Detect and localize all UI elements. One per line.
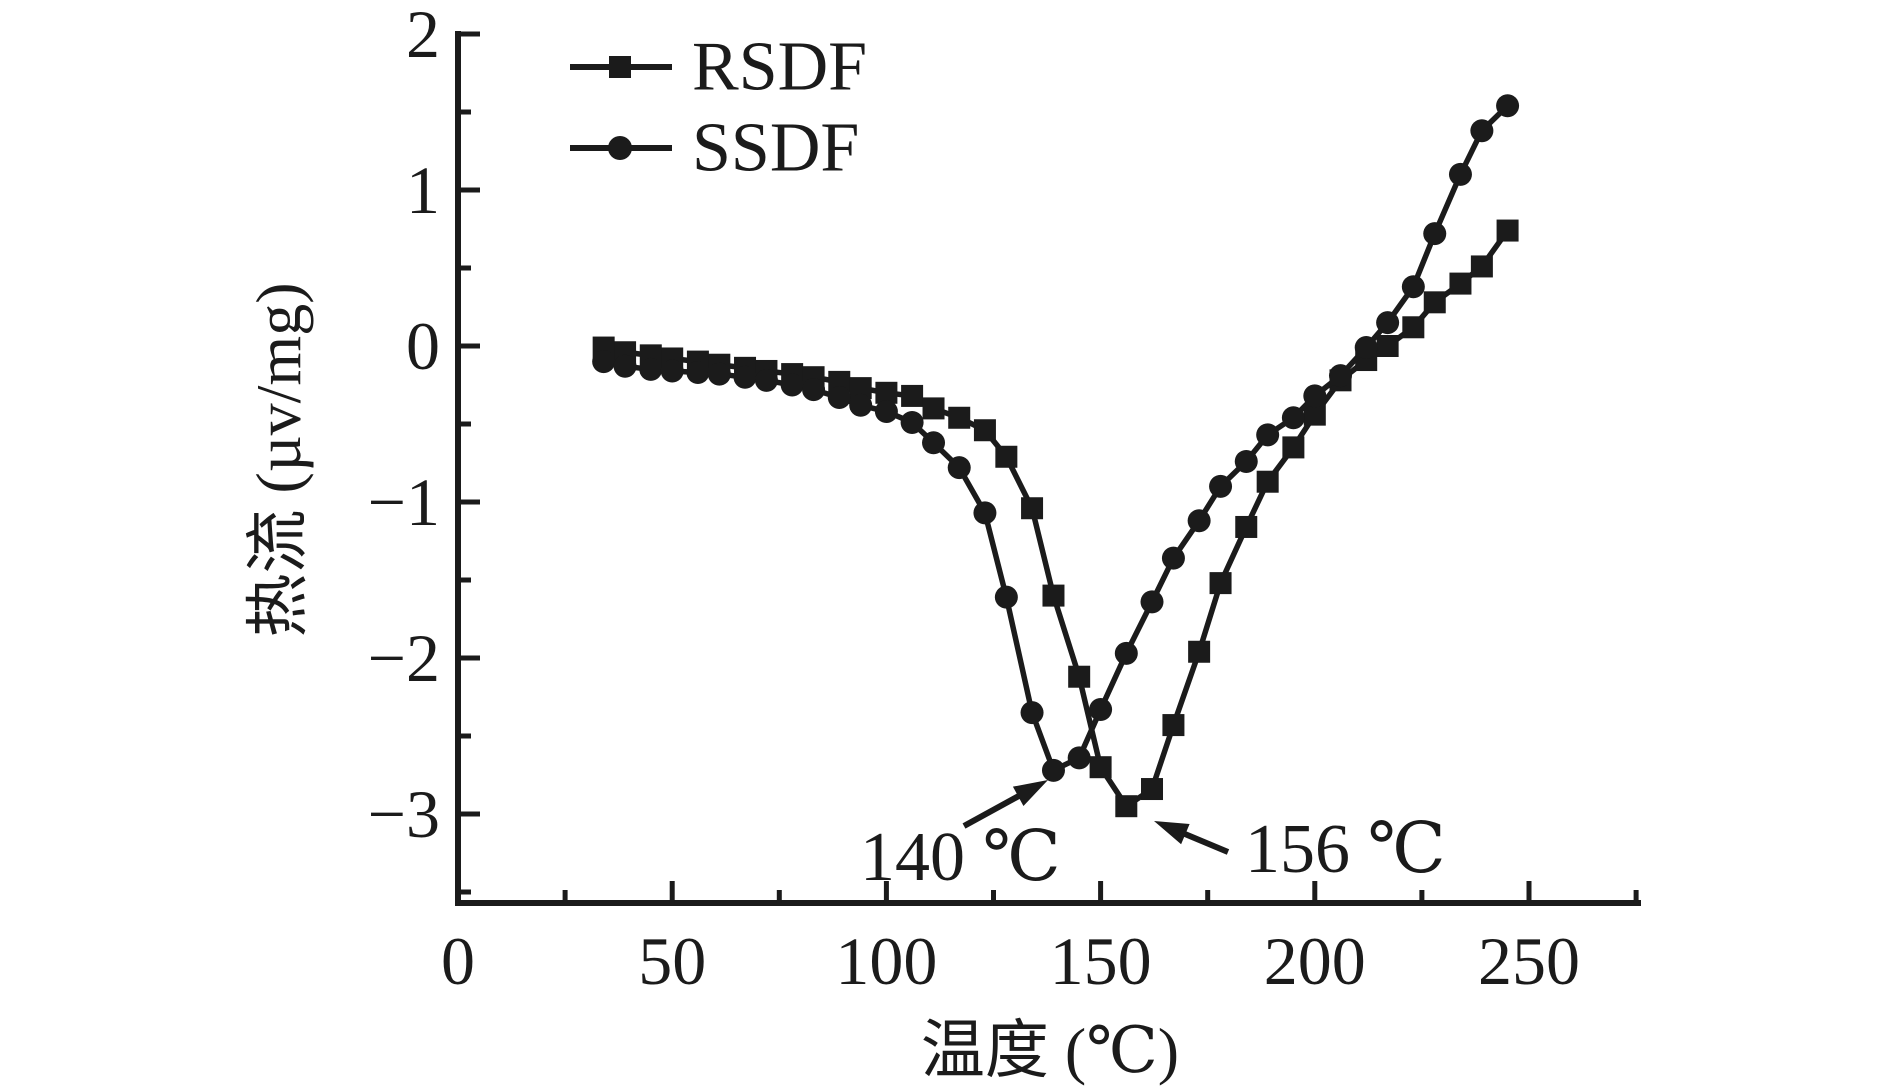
svg-text:0: 0 <box>406 308 440 384</box>
svg-text:−3: −3 <box>368 776 440 852</box>
svg-text:−1: −1 <box>368 464 440 540</box>
ssdf-markers <box>592 94 1520 782</box>
svg-text:50: 50 <box>638 923 706 999</box>
annotation-arrow-line-0 <box>962 791 1024 829</box>
legend-label-rsdf: RSDF <box>692 29 867 106</box>
svg-text:200: 200 <box>1264 923 1366 999</box>
ssdf-series <box>592 94 1520 782</box>
annotation-arrow-line-1 <box>1180 829 1230 855</box>
annotation-arrows <box>962 780 1230 855</box>
annotation-156c-label: 156 ℃ <box>1245 811 1446 888</box>
legend-label-ssdf: SSDF <box>692 110 859 187</box>
legend-item-rsdf: RSDF <box>570 29 867 106</box>
ssdf-circle-marker-icon <box>608 136 632 160</box>
x-axis-title: 温度 (℃) <box>921 1015 1179 1086</box>
rsdf-markers <box>592 219 1519 818</box>
rsdf-line <box>603 228 1510 809</box>
annotation-arrowhead-icon-0 <box>1012 780 1048 806</box>
svg-text:250: 250 <box>1478 923 1580 999</box>
annotations: 140 ℃ 156 ℃ <box>860 811 1446 896</box>
x-tick-labels: 0 50 100 150 200 250 <box>441 923 1580 999</box>
ssdf-line <box>603 103 1510 774</box>
svg-text:−2: −2 <box>368 620 440 696</box>
rsdf-series <box>592 219 1519 818</box>
legend: RSDF SSDF <box>570 29 867 187</box>
annotation-140c-label: 140 ℃ <box>860 819 1061 896</box>
tick-marks <box>455 31 1639 903</box>
y-tick-labels: 2 1 0 −1 −2 −3 <box>368 0 440 852</box>
svg-text:100: 100 <box>835 923 937 999</box>
svg-text:1: 1 <box>406 152 440 228</box>
y-axis-title: 热流 (µv/mg) <box>243 282 314 637</box>
svg-text:2: 2 <box>406 0 440 72</box>
rsdf-square-marker-icon <box>609 56 631 78</box>
annotation-arrowhead-icon-1 <box>1154 821 1190 845</box>
svg-text:0: 0 <box>441 923 475 999</box>
plot-area: 0 50 100 150 200 250 2 1 0 −1 −2 −3 <box>368 0 1641 999</box>
svg-text:150: 150 <box>1050 923 1152 999</box>
legend-item-ssdf: SSDF <box>570 110 859 187</box>
